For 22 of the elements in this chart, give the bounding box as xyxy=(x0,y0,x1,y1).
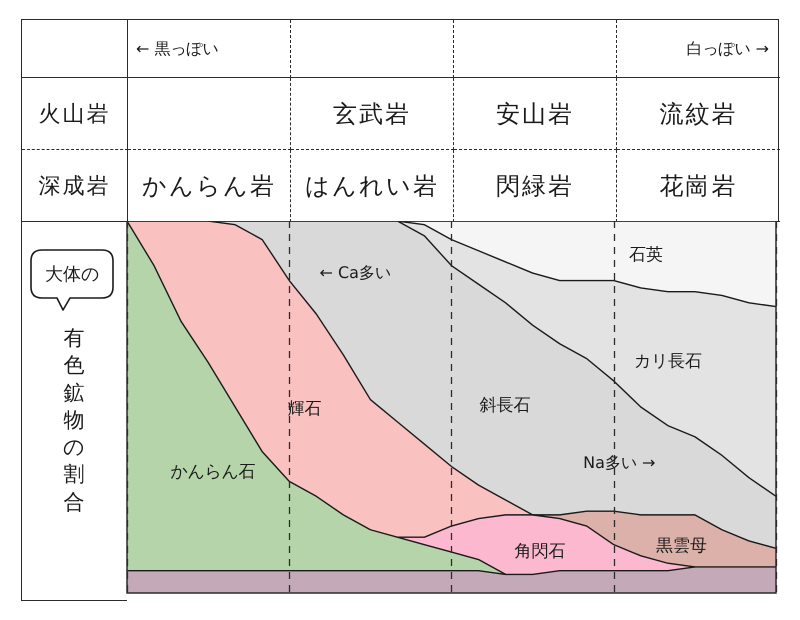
series-label: 黒雲母 xyxy=(656,536,707,556)
text: 大体の xyxy=(45,263,99,286)
annotation: Na多い → xyxy=(583,452,656,472)
text: 白っぽい → xyxy=(684,38,771,60)
text: ← 黒っぽい xyxy=(134,38,220,60)
series-label: 輝石 xyxy=(288,399,322,420)
annotation: ← Ca多い xyxy=(319,262,391,282)
series-label: 角閃石 xyxy=(514,542,566,562)
category-label: 火山岩 xyxy=(38,102,110,126)
text: はんれい岩 xyxy=(305,172,439,200)
series-label: 石英 xyxy=(629,245,664,266)
text: 花崗岩 xyxy=(660,172,738,200)
series-label: 斜長石 xyxy=(479,395,530,416)
text: 閃緑岩 xyxy=(496,172,574,200)
text: 安山岩 xyxy=(496,100,574,128)
text: 玄武岩 xyxy=(333,100,411,128)
series-label: かんらん石 xyxy=(170,462,256,482)
y-axis-title: 有色鉱物の割合 xyxy=(62,325,86,516)
text: かんらん岩 xyxy=(142,172,276,200)
category-label: 深成岩 xyxy=(38,174,110,198)
series-label: カリ長石 xyxy=(634,352,702,372)
text: 流紋岩 xyxy=(660,100,738,128)
